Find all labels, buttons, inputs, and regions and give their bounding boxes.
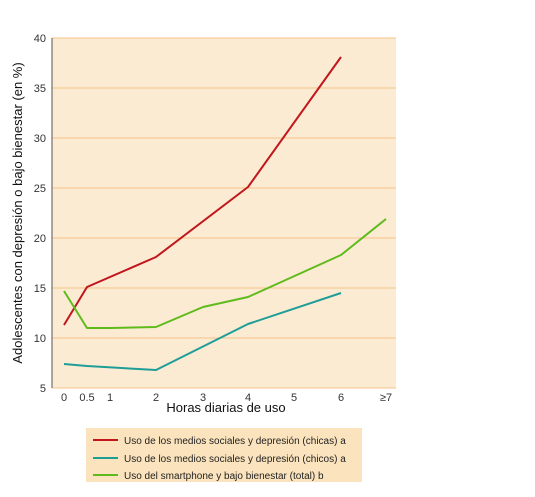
series-line xyxy=(63,292,342,371)
y-tick-label: 15 xyxy=(34,283,46,295)
x-tick-label: 1 xyxy=(107,392,113,404)
x-tick-label: 5 xyxy=(291,392,297,404)
series-line xyxy=(63,56,342,326)
x-tick-label: 4 xyxy=(245,392,251,404)
x-tick-label: ≥7 xyxy=(380,392,392,404)
x-tick-labels: 0 0.5 1 2 3 4 5 6 ≥7 xyxy=(61,392,392,404)
legend-label: Uso de los medios sociales y depresión (… xyxy=(124,454,346,465)
x-tick-label: 0 xyxy=(61,392,67,404)
y-axis-title: Adolescentes con depresión o bajo bienes… xyxy=(10,62,25,363)
x-axis-title: Horas diarias de uso xyxy=(166,400,285,415)
gridlines xyxy=(52,37,396,389)
y-tick-label: 10 xyxy=(34,333,46,345)
y-tick-label: 30 xyxy=(34,133,46,145)
legend-box xyxy=(86,428,362,482)
series-lines xyxy=(63,56,387,371)
y-tick-label: 5 xyxy=(40,383,46,395)
series-line xyxy=(63,218,387,329)
legend: Uso de los medios sociales y depresión (… xyxy=(86,428,362,482)
x-tick-label: 6 xyxy=(338,392,344,404)
legend-label: Uso de los medios sociales y depresión (… xyxy=(124,436,346,447)
x-tick-label: 3 xyxy=(200,392,206,404)
y-tick-label: 40 xyxy=(34,33,46,45)
x-tick-label: 2 xyxy=(153,392,159,404)
x-tick-label: 0.5 xyxy=(79,392,94,404)
y-tick-label: 35 xyxy=(34,83,46,95)
y-tick-label: 25 xyxy=(34,183,46,195)
y-tick-labels: 5 10 15 20 25 30 35 40 xyxy=(34,33,46,395)
y-tick-label: 20 xyxy=(34,233,46,245)
legend-label: Uso del smartphone y bajo bienestar (tot… xyxy=(124,471,324,482)
plot-area xyxy=(52,38,396,388)
